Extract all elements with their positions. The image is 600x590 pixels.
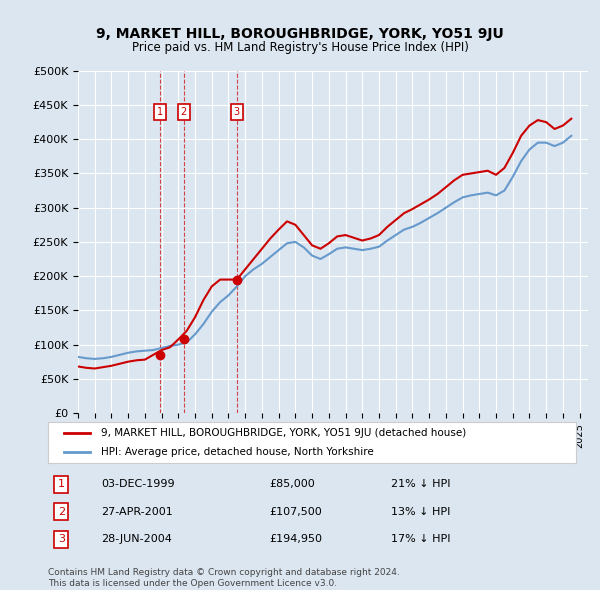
Text: Contains HM Land Registry data © Crown copyright and database right 2024.: Contains HM Land Registry data © Crown c… xyxy=(48,568,400,576)
Text: 1: 1 xyxy=(157,107,163,117)
Text: 9, MARKET HILL, BOROUGHBRIDGE, YORK, YO51 9JU: 9, MARKET HILL, BOROUGHBRIDGE, YORK, YO5… xyxy=(96,27,504,41)
Text: 17% ↓ HPI: 17% ↓ HPI xyxy=(391,534,451,544)
Text: 1: 1 xyxy=(58,480,65,490)
Text: £194,950: £194,950 xyxy=(270,534,323,544)
Text: HPI: Average price, detached house, North Yorkshire: HPI: Average price, detached house, Nort… xyxy=(101,447,374,457)
Text: 21% ↓ HPI: 21% ↓ HPI xyxy=(391,480,451,490)
Text: Price paid vs. HM Land Registry's House Price Index (HPI): Price paid vs. HM Land Registry's House … xyxy=(131,41,469,54)
Text: 27-APR-2001: 27-APR-2001 xyxy=(101,507,173,517)
Text: 2: 2 xyxy=(58,507,65,517)
Text: 3: 3 xyxy=(58,534,65,544)
Text: £107,500: £107,500 xyxy=(270,507,323,517)
Text: 13% ↓ HPI: 13% ↓ HPI xyxy=(391,507,451,517)
Text: £85,000: £85,000 xyxy=(270,480,316,490)
Text: 28-JUN-2004: 28-JUN-2004 xyxy=(101,534,172,544)
Text: 03-DEC-1999: 03-DEC-1999 xyxy=(101,480,175,490)
Text: 9, MARKET HILL, BOROUGHBRIDGE, YORK, YO51 9JU (detached house): 9, MARKET HILL, BOROUGHBRIDGE, YORK, YO5… xyxy=(101,428,466,438)
Text: 3: 3 xyxy=(233,107,240,117)
Text: 2: 2 xyxy=(181,107,187,117)
Text: This data is licensed under the Open Government Licence v3.0.: This data is licensed under the Open Gov… xyxy=(48,579,337,588)
